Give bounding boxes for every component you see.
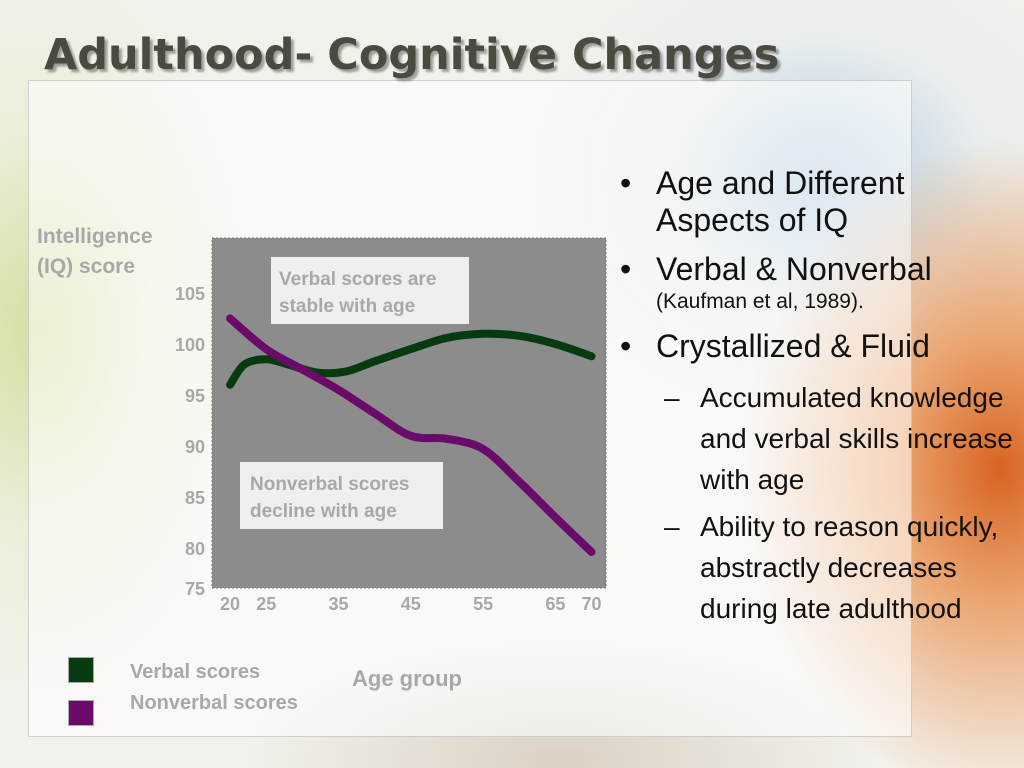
x-axis-label: Age group bbox=[352, 666, 462, 691]
y-tick-label: 75 bbox=[185, 579, 205, 599]
legend-nonverbal-label: Nonverbal scores bbox=[130, 692, 298, 714]
nonverbal-annotation-line1: Nonverbal scores bbox=[250, 474, 409, 495]
sub-bullet-item: – Ability to reason quickly, abstractly … bbox=[664, 511, 999, 624]
y-tick-label: 80 bbox=[185, 539, 205, 559]
y-tick-label: 100 bbox=[175, 335, 205, 355]
sub-bullet-item: – Accumulated knowledge and verbal skill… bbox=[664, 382, 1013, 495]
verbal-annotation-line2: stable with age bbox=[279, 296, 415, 317]
y-tick-label: 95 bbox=[185, 386, 205, 406]
slide-title: Adulthood- Cognitive Changes bbox=[44, 30, 780, 80]
y-axis-label-line2: (IQ) score bbox=[37, 255, 135, 278]
bullet-text: Crystallized & Fluid bbox=[656, 328, 930, 364]
bullet-citation: (Kaufman et al, 1989). bbox=[656, 290, 864, 313]
sub-bullet-text: Ability to reason quickly, abstractly de… bbox=[700, 511, 999, 624]
x-tick-label: 45 bbox=[401, 594, 421, 614]
sub-bullet-text: Accumulated knowledge and verbal skills … bbox=[700, 382, 1013, 495]
y-tick-label: 105 bbox=[175, 284, 205, 304]
bullet-item: Crystallized & Fluid bbox=[620, 328, 1015, 365]
y-tick-label: 90 bbox=[185, 437, 205, 457]
legend-verbal-swatch bbox=[68, 657, 94, 683]
nonverbal-annotation-line2: decline with age bbox=[250, 501, 397, 522]
nonverbal-scores-line bbox=[226, 314, 596, 556]
bullet-list: Age and Different Aspects of IQ Verbal &… bbox=[620, 165, 1015, 635]
verbal-annotation-line1: Verbal scores are bbox=[279, 269, 436, 290]
verbal-scores-line bbox=[226, 329, 596, 389]
x-tick-label: 55 bbox=[473, 594, 493, 614]
bullet-item: Verbal & Nonverbal (Kaufman et al, 1989)… bbox=[620, 251, 1015, 316]
x-tick-label: 35 bbox=[328, 594, 348, 614]
bullet-text: Age and Different Aspects of IQ bbox=[656, 165, 905, 238]
x-tick-label: 25 bbox=[256, 594, 276, 614]
x-tick-label: 70 bbox=[582, 594, 602, 614]
verbal-annotation-box bbox=[271, 257, 469, 324]
bullet-text: Verbal & Nonverbal bbox=[656, 251, 932, 287]
legend-nonverbal-swatch bbox=[68, 700, 94, 726]
x-tick-label: 65 bbox=[545, 594, 565, 614]
bullet-item: Age and Different Aspects of IQ bbox=[620, 165, 1015, 239]
y-axis-label-line1: Intelligence bbox=[37, 225, 153, 248]
legend-verbal-label: Verbal scores bbox=[130, 661, 260, 683]
y-tick-label: 85 bbox=[185, 488, 205, 508]
nonverbal-annotation-box bbox=[240, 462, 443, 529]
x-tick-label: 20 bbox=[220, 594, 240, 614]
